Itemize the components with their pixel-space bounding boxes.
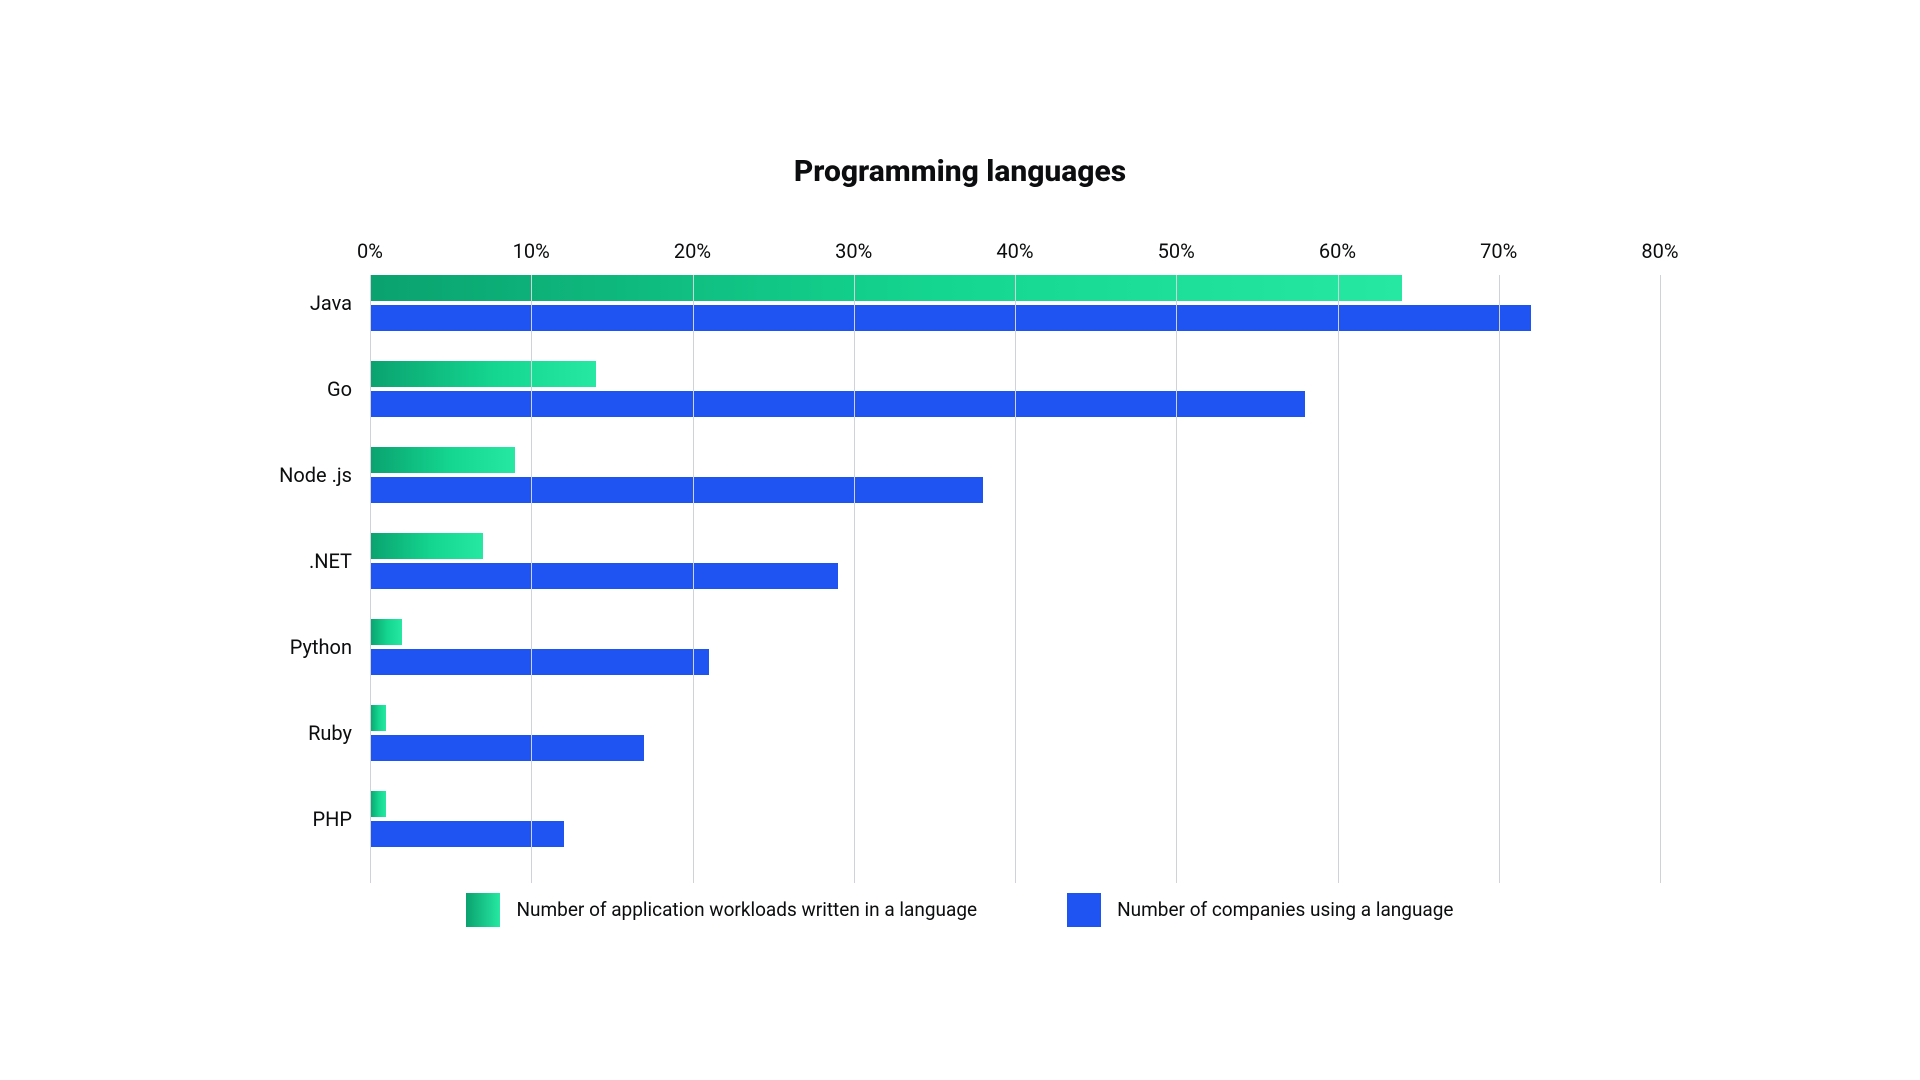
bar-companies bbox=[370, 563, 838, 589]
gridline bbox=[531, 275, 532, 883]
bar-workloads bbox=[370, 533, 483, 559]
gridline bbox=[1015, 275, 1016, 883]
plot-area: 0%10%20%30%40%50%60%70%80% JavaGoNode .j… bbox=[370, 239, 1660, 847]
x-tick-label: 10% bbox=[513, 239, 550, 263]
bar-companies bbox=[370, 649, 709, 675]
gridline bbox=[1660, 275, 1661, 883]
legend-label-companies: Number of companies using a language bbox=[1117, 898, 1453, 921]
x-axis: 0%10%20%30%40%50%60%70%80% bbox=[370, 239, 1660, 263]
gridline bbox=[854, 275, 855, 883]
legend: Number of application workloads written … bbox=[230, 893, 1690, 927]
category-label: Go bbox=[327, 377, 370, 401]
x-tick-label: 0% bbox=[357, 239, 383, 263]
gridline bbox=[693, 275, 694, 883]
bar-workloads bbox=[370, 361, 596, 387]
category-label: PHP bbox=[312, 807, 370, 831]
legend-swatch-workloads bbox=[466, 893, 500, 927]
bar-workloads bbox=[370, 791, 386, 817]
category-label: .NET bbox=[309, 549, 370, 573]
gridline bbox=[1338, 275, 1339, 883]
gridline bbox=[1176, 275, 1177, 883]
gridline bbox=[370, 275, 371, 883]
x-tick-label: 20% bbox=[674, 239, 711, 263]
bar-workloads bbox=[370, 705, 386, 731]
category-label: Java bbox=[310, 291, 370, 315]
bar-companies bbox=[370, 821, 564, 847]
legend-label-workloads: Number of application workloads written … bbox=[516, 898, 977, 921]
bar-workloads bbox=[370, 447, 515, 473]
category-label: Node .js bbox=[279, 463, 370, 487]
x-tick-label: 70% bbox=[1480, 239, 1517, 263]
category-label: Ruby bbox=[308, 721, 370, 745]
bar-companies bbox=[370, 477, 983, 503]
gridline bbox=[1499, 275, 1500, 883]
x-tick-label: 60% bbox=[1319, 239, 1356, 263]
bar-companies bbox=[370, 735, 644, 761]
bar-companies bbox=[370, 305, 1531, 331]
legend-swatch-companies bbox=[1067, 893, 1101, 927]
bar-workloads bbox=[370, 275, 1402, 301]
x-tick-label: 50% bbox=[1158, 239, 1195, 263]
bar-workloads bbox=[370, 619, 402, 645]
legend-item-companies: Number of companies using a language bbox=[1067, 893, 1453, 927]
legend-item-workloads: Number of application workloads written … bbox=[466, 893, 977, 927]
chart-title: Programming languages bbox=[230, 154, 1690, 189]
x-tick-label: 80% bbox=[1641, 239, 1678, 263]
x-tick-label: 30% bbox=[835, 239, 872, 263]
category-label: Python bbox=[290, 635, 370, 659]
bar-companies bbox=[370, 391, 1305, 417]
chart-container: Programming languages 0% 10% 20% 30% 40% 50% 6… bbox=[230, 134, 1690, 947]
x-tick-label: 40% bbox=[996, 239, 1033, 263]
